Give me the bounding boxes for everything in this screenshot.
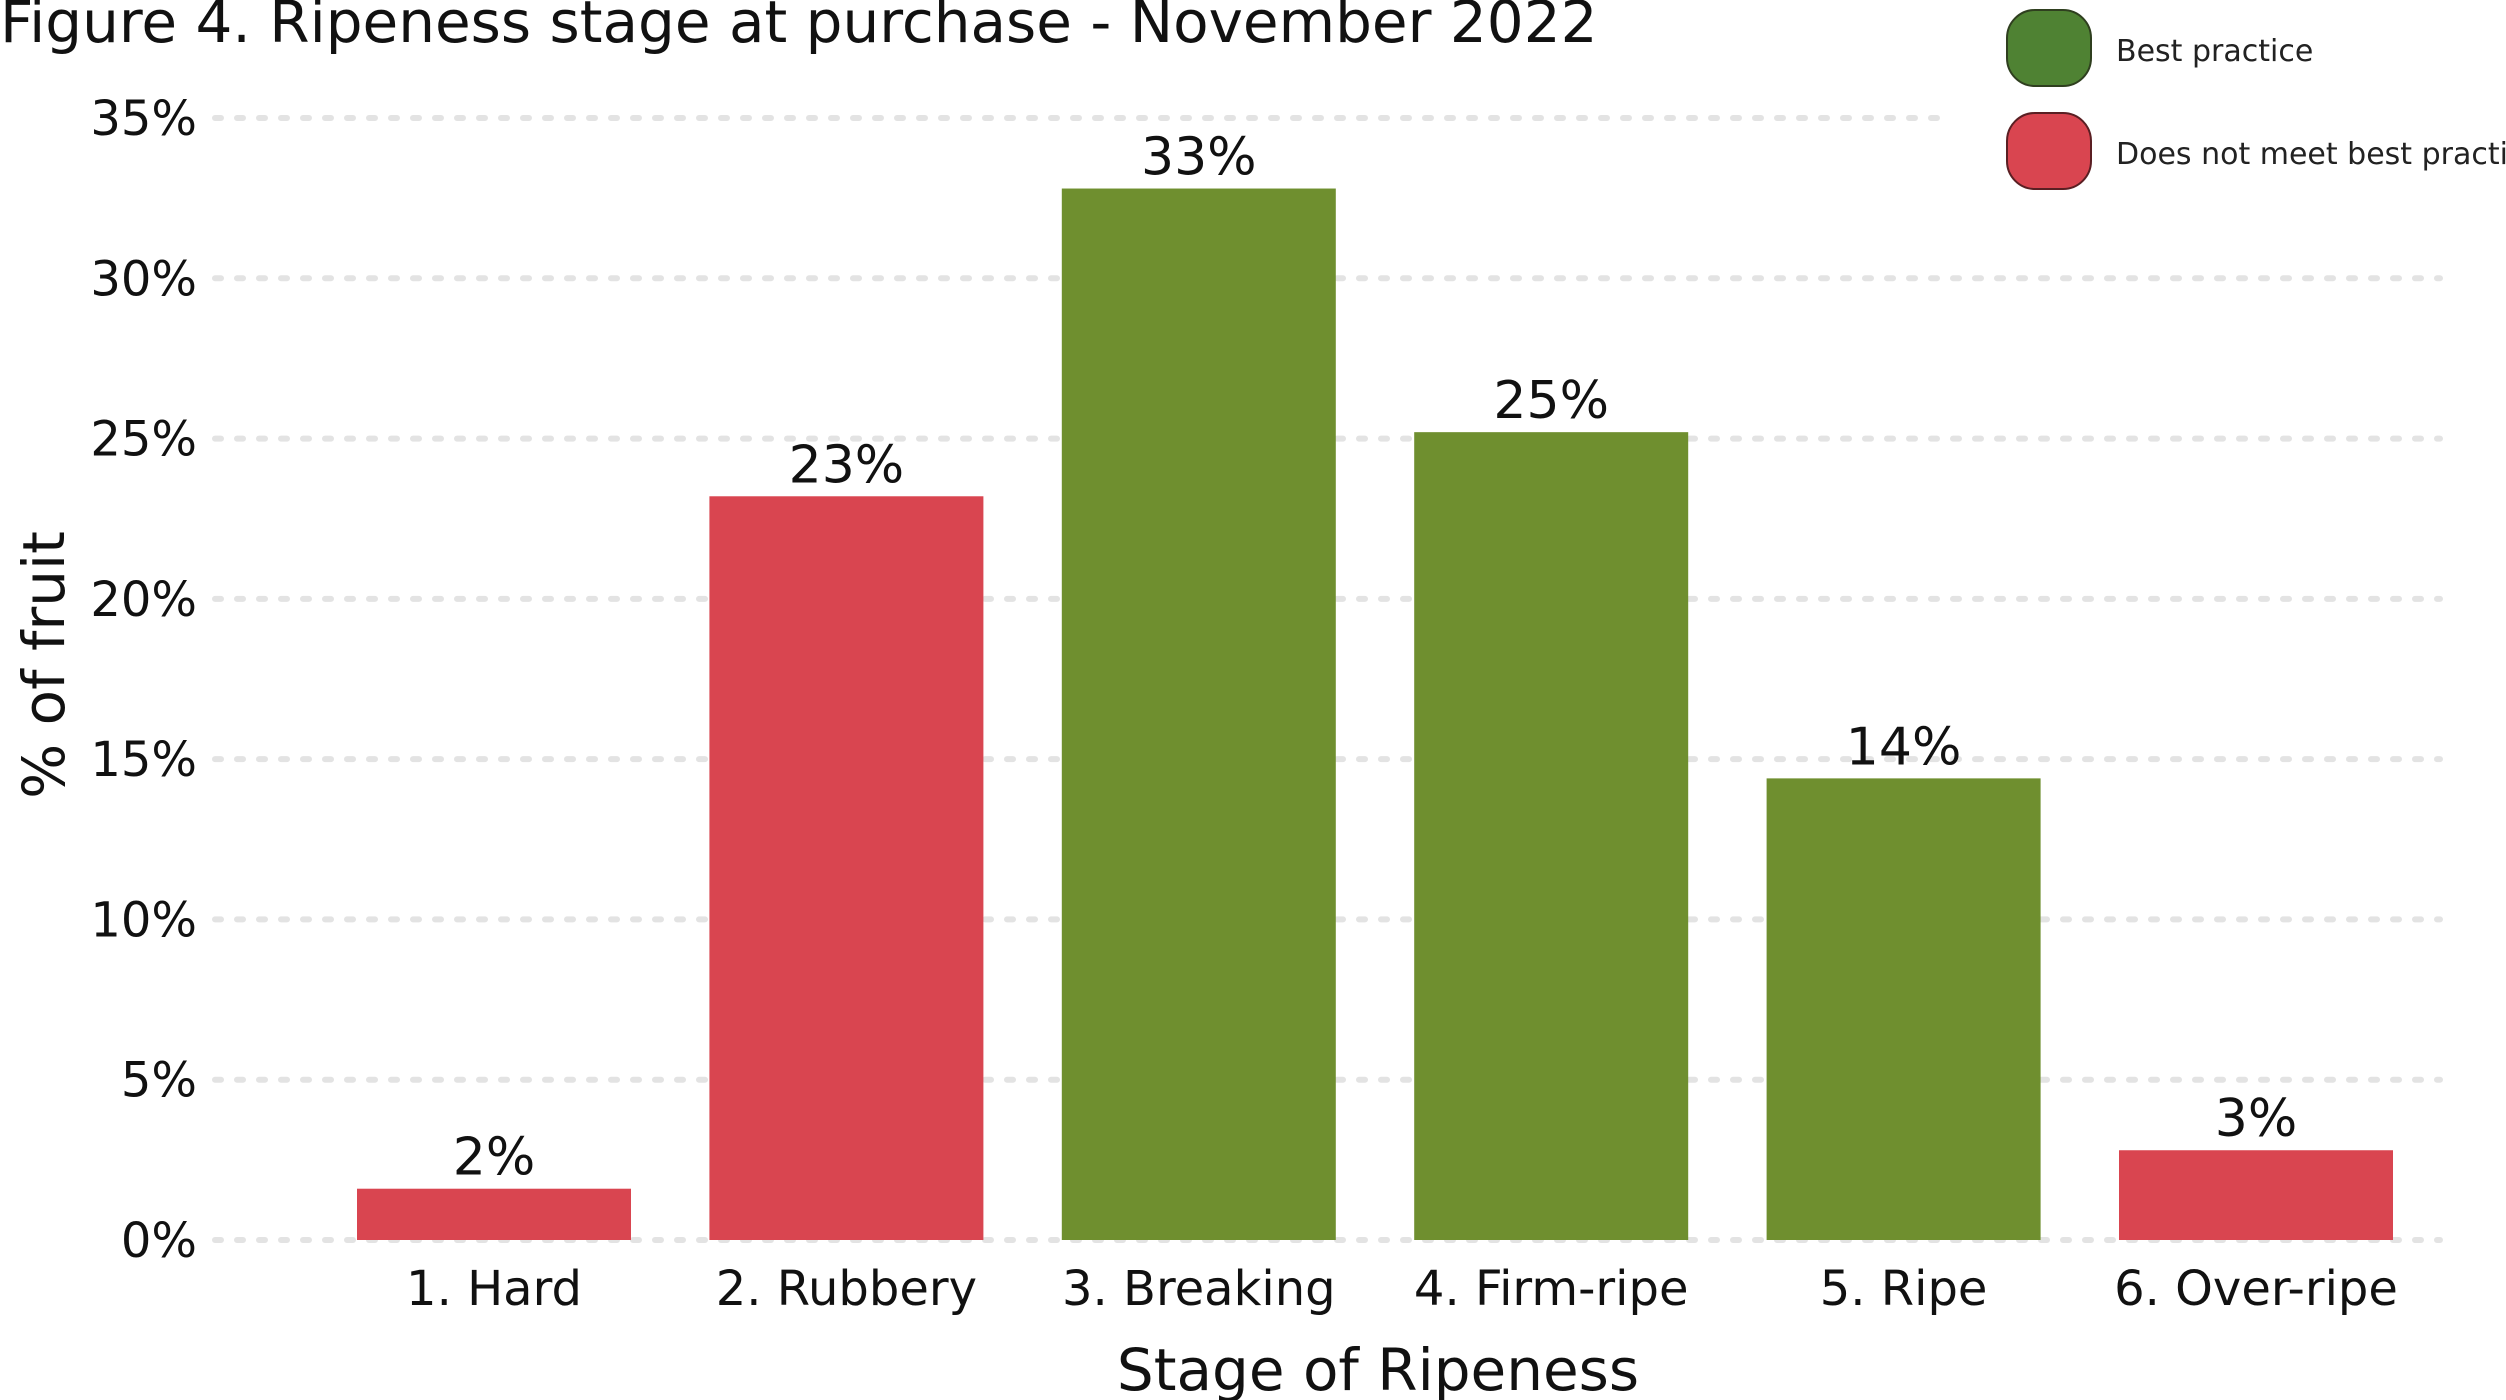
- legend-label-best-practice: Best practice: [2116, 34, 2313, 69]
- legend-swatch-not-best-practice: [2006, 112, 2092, 190]
- x-tick-label: 2. Rubbery: [716, 1261, 977, 1317]
- y-axis-title: % of fruit: [10, 531, 78, 799]
- x-tick-label: 3. Breaking: [1062, 1261, 1336, 1317]
- data-labels: 2% 23% 33% 25% 14% 3%: [453, 128, 2298, 1188]
- legend-swatch-best-practice: [2006, 9, 2092, 87]
- y-tick-label: 10%: [90, 892, 197, 948]
- bar: [1061, 188, 1336, 1240]
- x-axis-ticks: 1. Hard 2. Rubbery 3. Breaking 4. Firm-ripe…: [406, 1261, 2398, 1317]
- data-label: 2%: [453, 1128, 536, 1188]
- y-axis-ticks: 0% 5% 10% 15% 20% 25% 30% 35%: [90, 91, 197, 1269]
- chart-title: Figure 4. Ripeness stage at purchase - N…: [0, 0, 1598, 56]
- y-tick-label: 35%: [90, 91, 197, 147]
- x-tick-label: 5. Ripe: [1820, 1261, 1988, 1317]
- bar: [1766, 778, 2041, 1240]
- y-tick-label: 0%: [121, 1213, 197, 1269]
- data-label: 3%: [2215, 1089, 2298, 1149]
- y-tick-label: 20%: [90, 572, 197, 628]
- data-label: 33%: [1141, 128, 1257, 188]
- x-tick-label: 1. Hard: [406, 1261, 582, 1317]
- data-label: 14%: [1846, 717, 1962, 777]
- x-axis-title: Stage of Ripeness: [1117, 1336, 1639, 1400]
- data-label: 23%: [789, 435, 905, 495]
- x-tick-label: 6. Over-ripe: [2114, 1261, 2398, 1317]
- y-tick-label: 30%: [90, 251, 197, 307]
- y-tick-label: 15%: [90, 732, 197, 788]
- legend-label-not-best-practice: Does not meet best practice: [2116, 137, 2506, 172]
- bar: [1414, 432, 1689, 1240]
- legend: Best practice Does not meet best practic…: [2006, 9, 2506, 190]
- bars: [357, 188, 2393, 1240]
- bar: [2119, 1150, 2393, 1240]
- bar: [709, 496, 984, 1240]
- x-tick-label: 4. Firm-ripe: [1414, 1261, 1689, 1317]
- y-tick-label: 5%: [121, 1053, 197, 1109]
- gridlines: [212, 115, 2443, 1243]
- y-tick-label: 25%: [90, 412, 197, 468]
- bar: [357, 1188, 631, 1240]
- data-label: 25%: [1493, 371, 1609, 431]
